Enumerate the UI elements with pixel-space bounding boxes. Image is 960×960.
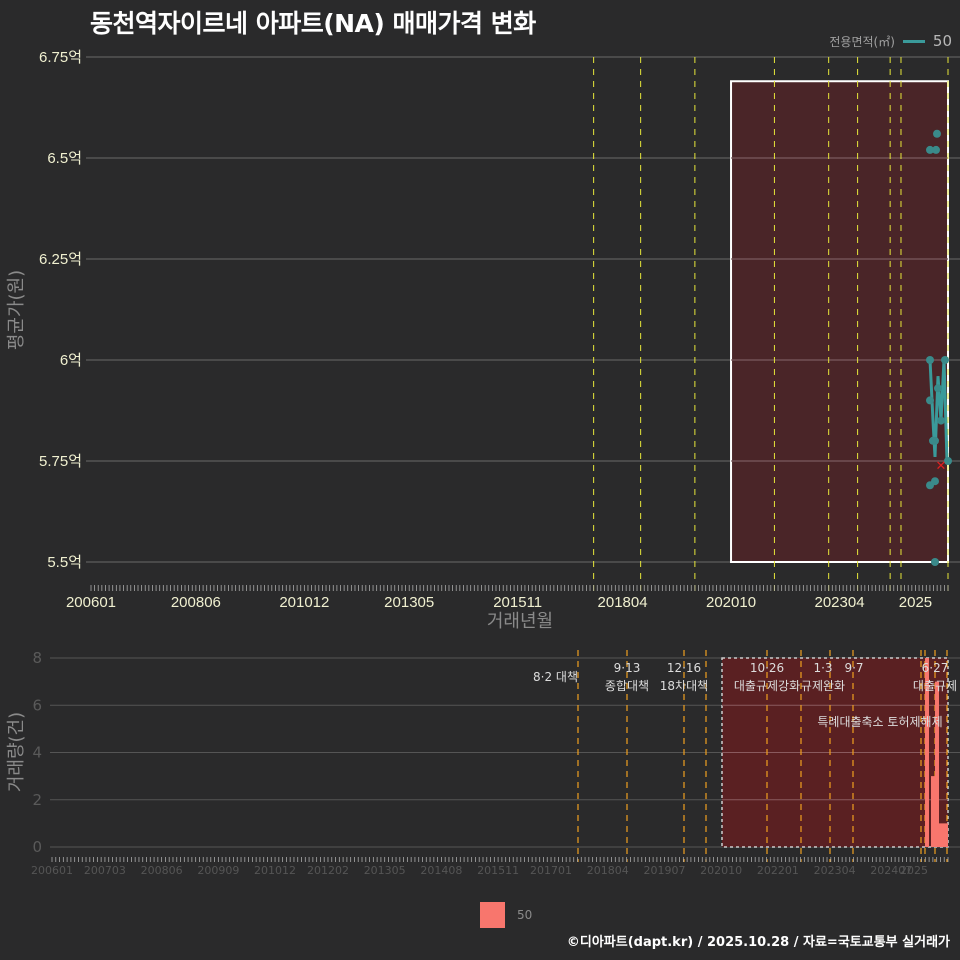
x-tick-label: 201804 xyxy=(587,864,629,877)
data-point xyxy=(931,558,939,566)
data-point xyxy=(934,384,942,392)
data-point xyxy=(931,437,939,445)
data-point xyxy=(941,356,949,364)
data-point xyxy=(932,146,940,154)
annotation-label: 18차대책 xyxy=(660,678,708,693)
y-tick-label: 6 xyxy=(32,696,42,714)
annotation-label: 종합대책 xyxy=(605,678,649,693)
y-tick-label: 6.75억 xyxy=(39,49,82,66)
x-tick-label: 200806 xyxy=(141,864,183,877)
y-tick-label: 6.25억 xyxy=(39,251,82,268)
x-axis-label: 거래년월 xyxy=(487,611,553,632)
annotation-date: 6·27 xyxy=(922,661,949,675)
x-tick-label: 200909 xyxy=(197,864,239,877)
annotation-label: 규제완화 xyxy=(801,679,845,693)
x-tick-label: 2025 xyxy=(899,594,932,611)
x-tick-label: 202304 xyxy=(814,864,856,877)
x-tick-label: 200703 xyxy=(84,864,126,877)
annotation-label: 대출규제강화 xyxy=(734,679,800,693)
x-tick-label: 201012 xyxy=(254,864,296,877)
x-tick-label: 202010 xyxy=(706,594,756,611)
data-point xyxy=(933,130,941,138)
y-tick-label: 4 xyxy=(32,744,42,762)
volume-bar xyxy=(931,776,935,847)
x-tick-label: 201408 xyxy=(420,864,462,877)
y-axis-label: 거래량(건) xyxy=(6,712,27,792)
legend-swatch-icon xyxy=(480,902,505,928)
annotation-date: 1·3 xyxy=(813,661,832,675)
y-tick-label: 8 xyxy=(32,649,42,667)
y-tick-label: 5.75억 xyxy=(39,453,82,470)
annotation-date: 9·13 xyxy=(614,661,641,675)
x-tick-label: 2025 xyxy=(900,864,928,877)
x-tick-label: 201202 xyxy=(307,864,349,877)
volume-bar xyxy=(935,682,939,847)
x-tick-label: 202304 xyxy=(814,594,864,611)
footer-credit: ©디아파트(dapt.kr) / 2025.10.28 / 자료=국토교통부 실… xyxy=(567,931,950,950)
annotation-date: 10·26 xyxy=(750,661,784,675)
legend-bottom: 50 xyxy=(480,902,532,928)
highlight-box xyxy=(731,81,948,562)
annotation-date: 12·16 xyxy=(667,661,701,675)
y-tick-label: 5.5억 xyxy=(47,554,82,571)
x-tick-label: 200806 xyxy=(171,594,221,611)
x-tick-label: 202201 xyxy=(757,864,799,877)
x-tick-label: 201511 xyxy=(477,864,519,877)
x-marker-icon: ✕ xyxy=(936,459,947,474)
x-tick-label: 202010 xyxy=(700,864,742,877)
volume-bar xyxy=(938,823,948,847)
data-point xyxy=(926,356,934,364)
annotation-label: 특례대출축소 토허제해제 xyxy=(817,715,942,729)
x-tick-label: 201012 xyxy=(279,594,329,611)
data-point xyxy=(931,477,939,485)
y-tick-label: 6.5억 xyxy=(47,150,82,167)
x-tick-label: 201511 xyxy=(493,594,542,611)
annotation-label: 대출규제 xyxy=(913,679,957,693)
data-point xyxy=(937,417,945,425)
legend-bottom-series: 50 xyxy=(517,908,532,922)
y-tick-label: 6억 xyxy=(60,352,82,369)
x-tick-label: 201907 xyxy=(643,864,685,877)
data-point xyxy=(926,396,934,404)
x-tick-label: 201804 xyxy=(598,594,648,611)
y-tick-label: 2 xyxy=(32,791,42,809)
x-tick-label: 200601 xyxy=(66,594,116,611)
x-tick-label: 200601 xyxy=(31,864,73,877)
x-tick-label: 201305 xyxy=(364,864,406,877)
annotation-date: 9·7 xyxy=(844,661,863,675)
chart-canvas: 5.5억5.75억6억6.25억6.5억6.75억200601200806201… xyxy=(0,0,960,960)
y-tick-label: 0 xyxy=(32,838,42,856)
x-tick-label: 201305 xyxy=(384,594,434,611)
y-axis-label: 평균가(원) xyxy=(6,270,27,350)
x-tick-label: 201701 xyxy=(530,864,572,877)
annotation-date: 8·2 대책 xyxy=(533,669,578,684)
